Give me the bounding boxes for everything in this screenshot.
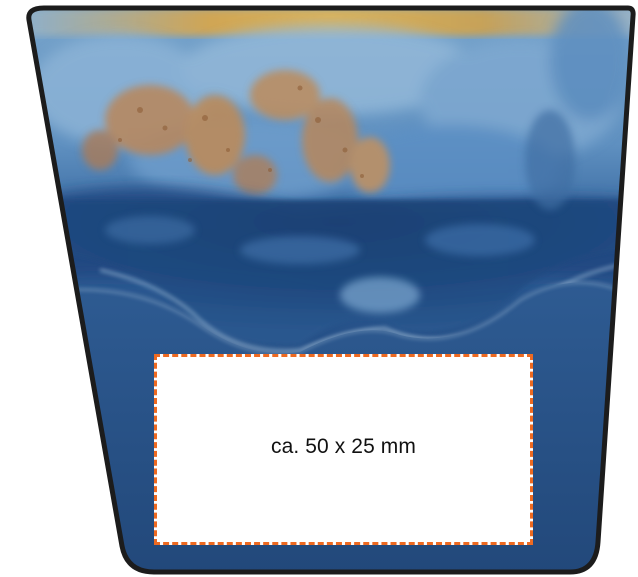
print-area-box: ca. 50 x 25 mm: [154, 354, 533, 545]
print-area-dimensions-label: ca. 50 x 25 mm: [271, 435, 416, 458]
